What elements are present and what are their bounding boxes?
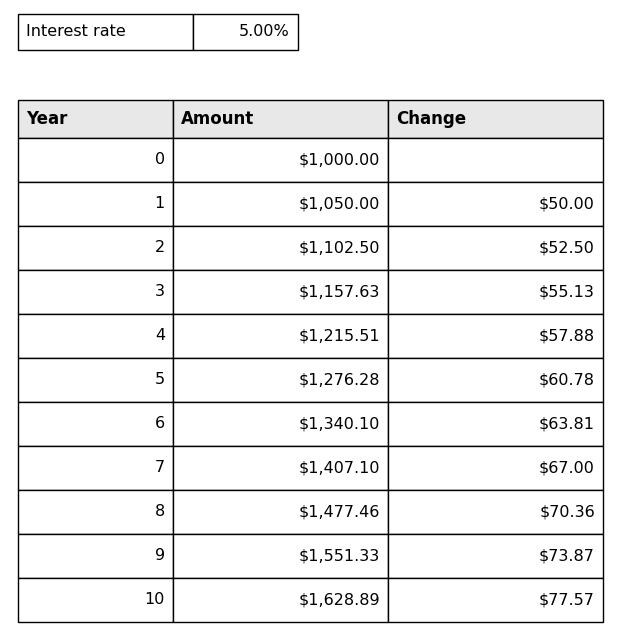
Bar	[173, 490, 388, 534]
Text: 7: 7	[155, 461, 165, 475]
Text: $70.36: $70.36	[539, 504, 595, 520]
Bar	[388, 446, 603, 490]
Text: $67.00: $67.00	[539, 461, 595, 475]
Bar	[388, 490, 603, 534]
Bar	[18, 14, 193, 50]
Bar	[18, 446, 173, 490]
Bar	[18, 182, 173, 226]
Bar	[18, 270, 173, 314]
Text: 4: 4	[155, 328, 165, 343]
Bar	[173, 578, 388, 622]
Bar	[388, 578, 603, 622]
Text: 8: 8	[155, 504, 165, 520]
Bar	[388, 358, 603, 402]
Bar	[18, 138, 173, 182]
Bar	[173, 100, 388, 138]
Text: $63.81: $63.81	[539, 416, 595, 432]
Bar	[388, 138, 603, 182]
Text: Year: Year	[26, 110, 67, 128]
Text: $50.00: $50.00	[539, 197, 595, 212]
Bar	[173, 402, 388, 446]
Text: 0: 0	[155, 152, 165, 167]
Text: $1,477.46: $1,477.46	[299, 504, 380, 520]
Bar	[18, 314, 173, 358]
Bar	[173, 226, 388, 270]
Text: 2: 2	[155, 240, 165, 255]
Bar	[18, 534, 173, 578]
Text: 5.00%: 5.00%	[239, 24, 290, 39]
Bar	[173, 182, 388, 226]
Bar	[388, 182, 603, 226]
Bar	[173, 358, 388, 402]
Text: Amount: Amount	[181, 110, 254, 128]
Bar	[173, 138, 388, 182]
Bar	[173, 270, 388, 314]
Bar	[388, 226, 603, 270]
Bar	[18, 226, 173, 270]
Text: $1,276.28: $1,276.28	[298, 373, 380, 388]
Text: $1,102.50: $1,102.50	[298, 240, 380, 255]
Text: $1,157.63: $1,157.63	[299, 285, 380, 300]
Bar	[18, 578, 173, 622]
Text: $55.13: $55.13	[539, 285, 595, 300]
Bar	[388, 534, 603, 578]
Bar	[388, 100, 603, 138]
Text: 1: 1	[155, 197, 165, 212]
Bar	[193, 14, 298, 50]
Text: $1,050.00: $1,050.00	[299, 197, 380, 212]
Text: $1,551.33: $1,551.33	[299, 548, 380, 563]
Text: $1,215.51: $1,215.51	[298, 328, 380, 343]
Bar	[18, 358, 173, 402]
Text: $57.88: $57.88	[539, 328, 595, 343]
Text: Change: Change	[396, 110, 466, 128]
Bar	[18, 100, 173, 138]
Text: $52.50: $52.50	[539, 240, 595, 255]
Bar	[388, 402, 603, 446]
Bar	[388, 270, 603, 314]
Text: $77.57: $77.57	[539, 593, 595, 608]
Bar	[173, 446, 388, 490]
Bar	[18, 490, 173, 534]
Text: 6: 6	[155, 416, 165, 432]
Bar	[388, 314, 603, 358]
Text: $1,340.10: $1,340.10	[299, 416, 380, 432]
Text: $60.78: $60.78	[539, 373, 595, 388]
Bar	[173, 314, 388, 358]
Text: Interest rate: Interest rate	[26, 24, 126, 39]
Text: 3: 3	[155, 285, 165, 300]
Text: 9: 9	[155, 548, 165, 563]
Text: $73.87: $73.87	[539, 548, 595, 563]
Text: $1,628.89: $1,628.89	[298, 593, 380, 608]
Text: $1,407.10: $1,407.10	[298, 461, 380, 475]
Text: 5: 5	[155, 373, 165, 388]
Text: $1,000.00: $1,000.00	[299, 152, 380, 167]
Bar	[173, 534, 388, 578]
Text: 10: 10	[144, 593, 165, 608]
Bar	[18, 402, 173, 446]
